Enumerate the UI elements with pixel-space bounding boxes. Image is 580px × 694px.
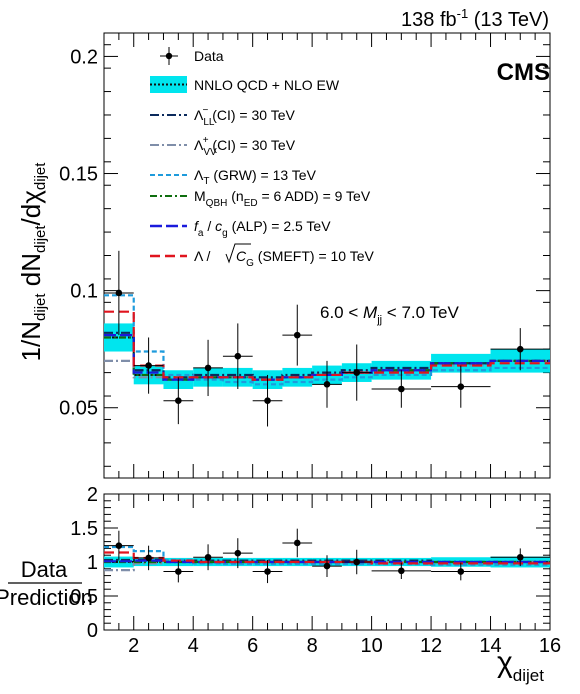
data-point [204,364,212,372]
ratio-data-point [204,553,212,561]
ratio-y-label-bottom: Prediction [0,585,93,610]
legend-label-prediction: NNLO QCD + NLO EW [194,77,340,93]
y-tick-label: 0.15 [59,164,98,186]
x-axis-title: χdijet [497,646,544,685]
x-tick-label: 14 [479,635,501,657]
data-point [293,331,301,339]
data-point [353,369,361,376]
svg-text:ΛVV+ (CI) = 30 TeV: ΛVV+ (CI) = 30 TeV [194,135,296,158]
ratio-signal-line-1 [104,560,550,572]
y-tick-label: 0.5 [70,586,98,608]
x-tick-label: 2 [128,635,139,657]
data-point [457,383,465,390]
legend-entry-data: Data [160,47,224,65]
y-tick-label: 0.05 [59,398,98,420]
signal-lines [104,294,550,386]
svg-text:CG (SMEFT) = 10 TeV: CG (SMEFT) = 10 TeV [236,248,375,269]
ratio-data-point [353,558,361,566]
legend: Data NNLO QCD + NLO EW ΛLL− (CI) = 30 Te… [150,47,375,269]
legend-entry-smeft: Λ / CG (SMEFT) = 10 TeV [150,243,375,269]
legend-label-data: Data [194,48,224,64]
y-tick-label: 2 [87,484,98,506]
ratio-data-point [264,568,271,575]
legend-entry-qbh: MQBH (nED = 6 ADD) = 9 TeV [150,188,371,209]
y-tick-label: 1 [87,552,98,574]
x-tick-label: 16 [539,635,561,657]
x-tick-label: 4 [188,635,199,657]
mass-range-annotation: 6.0 < Mjj < 7.0 TeV [320,303,459,326]
main-panel: 0.05 0.1 0.15 0.2 CMS 6.0 < Mjj < 7.0 TeV 1… [16,32,551,479]
x-tick-label: 10 [360,635,382,657]
legend-entry-prediction: NNLO QCD + NLO EW [150,76,340,93]
data-points [104,250,550,427]
signal-line-5 [104,310,550,381]
svg-text:MQBH (nED = 6 ADD) = 9 TeV: MQBH (nED = 6 ADD) = 9 TeV [194,188,371,209]
svg-text:fa / cg (ALP) = 2.5 TeV: fa / cg (ALP) = 2.5 TeV [194,218,331,239]
ratio-data-point [516,553,524,561]
ratio-data-point [175,568,182,575]
legend-entry-ci-ll: ΛLL− (CI) = 30 TeV [150,105,295,128]
x-tick-label: 6 [247,635,258,657]
main-axis-ticks: 0.05 0.1 0.15 0.2 [59,33,551,478]
legend-entry-alp: fa / cg (ALP) = 2.5 TeV [150,218,331,239]
x-tick-label: 12 [420,635,442,657]
ratio-data-point [398,567,405,575]
ratio-data-point [115,542,123,549]
ratio-data-point [323,562,331,570]
ratio-axis-ticks: 0 0.5 1 1.5 2 2 4 6 8 10 12 14 16 [70,484,561,657]
signal-line-2 [104,294,550,386]
y-tick-label: 0.1 [70,281,98,303]
legend-entry-grw: ΛT (GRW) = 13 TeV [150,167,317,187]
y-tick-label: 1.5 [70,518,98,540]
data-point [264,397,271,405]
data-point [234,352,242,360]
ratio-data-points [104,528,550,584]
ratio-band-bin [104,556,134,568]
data-point [175,397,182,405]
x-tick-label: 8 [307,635,318,657]
ratio-data-point [145,554,152,562]
lumi-label: 138 fb-1 (13 TeV) [401,6,549,31]
svg-text:ΛT (GRW) = 13 TeV: ΛT (GRW) = 13 TeV [194,167,317,187]
y-tick-label: 0.2 [70,46,98,68]
ratio-data-point [457,568,465,575]
ratio-data-point [234,549,242,557]
data-point [516,345,524,353]
legend-entry-ci-vv: ΛVV+ (CI) = 30 TeV [150,135,296,158]
ratio-data-point [293,539,301,547]
data-point [115,289,123,297]
svg-text:ΛLL− (CI) = 30 TeV: ΛLL− (CI) = 30 TeV [194,105,295,128]
y-tick-label: 0 [87,620,98,642]
cms-logo: CMS [497,59,550,86]
data-point [398,385,405,393]
ratio-panel: 0 0.5 1 1.5 2 2 4 6 8 10 12 14 16 Data Prediction χd… [0,484,561,685]
ratio-y-label-top: Data [21,557,68,582]
data-point [323,381,331,388]
svg-text:Λ /: Λ / [194,248,210,264]
main-y-axis-title: 1/Ndijet dNdijet/dχdijet [16,162,49,362]
data-point [145,362,152,369]
